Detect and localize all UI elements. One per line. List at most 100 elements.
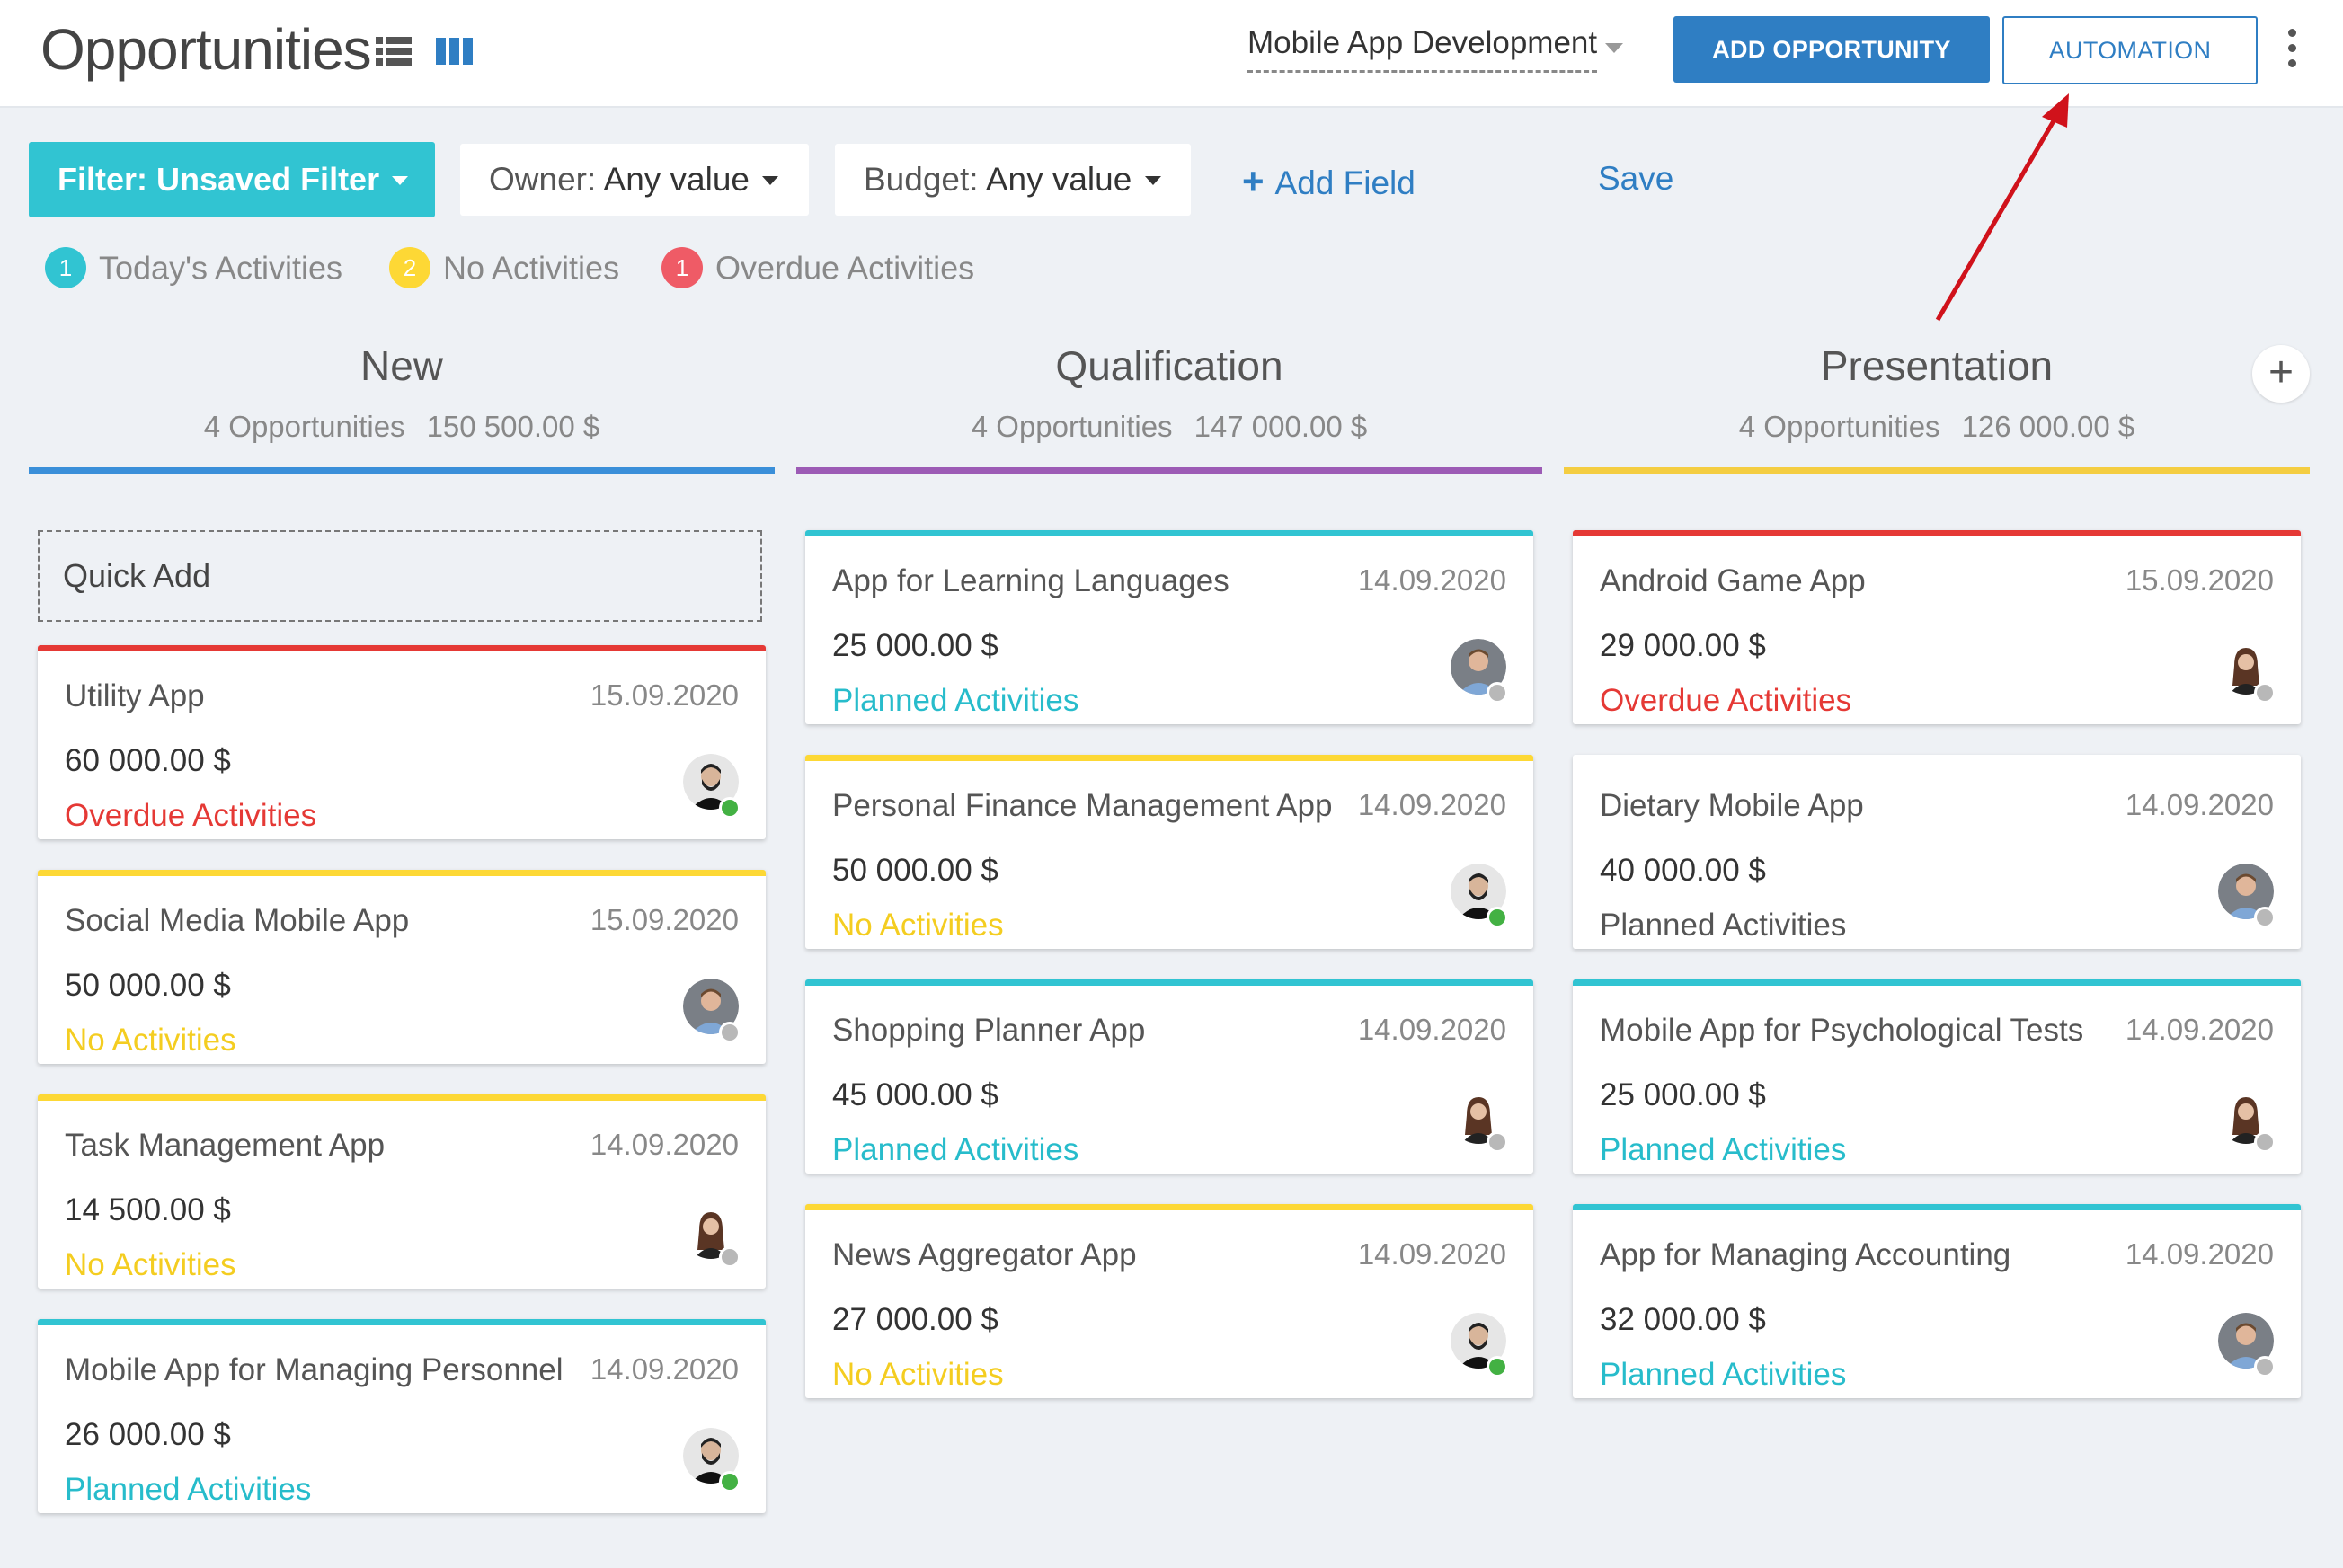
legend-no-activities[interactable]: 2 No Activities: [389, 247, 620, 289]
opportunity-card[interactable]: Personal Finance Management App 14.09.20…: [805, 755, 1533, 949]
stage-total: 147 000.00 $: [1194, 410, 1368, 443]
man-shirt-avatar[interactable]: [2218, 1313, 2274, 1369]
offline-status-indicator: [2254, 1131, 2276, 1153]
card-activity-status: Planned Activities: [832, 1132, 1079, 1167]
legend-label: No Activities: [443, 249, 620, 287]
card-activity-status: Planned Activities: [1600, 908, 1847, 943]
card-amount: 26 000.00 $: [65, 1417, 231, 1452]
card-date: 14.09.2020: [590, 1128, 739, 1161]
woman-avatar[interactable]: [2218, 1088, 2274, 1144]
card-title: Personal Finance Management App: [832, 788, 1333, 823]
card-activity-status: No Activities: [832, 908, 1004, 943]
card-amount: 29 000.00 $: [1600, 628, 1766, 663]
add-field-link[interactable]: + Add Field: [1242, 160, 1416, 203]
top-bar: Opportunities Mobile App Development ADD…: [0, 0, 2343, 108]
card-date: 14.09.2020: [2125, 1013, 2274, 1046]
opportunity-card[interactable]: Mobile App for Managing Personnel 14.09.…: [38, 1319, 766, 1513]
stage-header-presentation: Presentation 4 Opportunities 126 000.00 $: [1564, 341, 2310, 444]
card-amount: 27 000.00 $: [832, 1302, 998, 1337]
add-field-label: Add Field: [1274, 164, 1416, 201]
add-stage-plus-icon[interactable]: +: [2252, 345, 2310, 403]
card-title: News Aggregator App: [832, 1237, 1137, 1272]
save-filter-link[interactable]: Save: [1598, 160, 1674, 197]
card-activity-status: Overdue Activities: [1600, 683, 1852, 718]
card-activity-status: No Activities: [65, 1023, 236, 1058]
offline-status-indicator: [1487, 1131, 1508, 1153]
legend-count-badge: 2: [389, 247, 430, 289]
stage-count: 4 Opportunities: [203, 410, 405, 443]
automation-button[interactable]: AUTOMATION: [2002, 16, 2258, 84]
offline-status-indicator: [719, 1246, 741, 1268]
stage-title: New: [359, 342, 444, 389]
quick-add-field[interactable]: Quick Add: [38, 530, 762, 622]
opportunity-card[interactable]: App for Learning Languages 14.09.2020 25…: [805, 530, 1533, 724]
chevron-down-icon[interactable]: [1605, 43, 1623, 53]
offline-status-indicator: [1487, 682, 1508, 704]
card-date: 14.09.2020: [2125, 1237, 2274, 1271]
card-date: 14.09.2020: [590, 1352, 739, 1386]
opportunity-card[interactable]: Task Management App 14.09.2020 14 500.00…: [38, 1094, 766, 1289]
opportunity-card[interactable]: Utility App 15.09.2020 60 000.00 $ Overd…: [38, 645, 766, 839]
stage-count: 4 Opportunities: [971, 410, 1173, 443]
card-title: App for Managing Accounting: [1600, 1237, 2011, 1272]
plus-icon: +: [1242, 160, 1265, 202]
filter-dropdown-button[interactable]: Filter: Unsaved Filter: [29, 142, 435, 217]
card-amount: 25 000.00 $: [1600, 1077, 1766, 1112]
add-opportunity-button[interactable]: ADD OPPORTUNITY: [1673, 16, 1990, 83]
owner-filter[interactable]: Owner: Any value: [460, 144, 809, 216]
card-amount: 50 000.00 $: [832, 853, 998, 888]
online-status-indicator: [719, 1471, 741, 1493]
card-title: Mobile App for Managing Personnel: [65, 1352, 564, 1387]
page-title: Opportunities: [40, 17, 372, 82]
card-date: 15.09.2020: [590, 678, 739, 712]
man-shirt-avatar[interactable]: [1451, 639, 1506, 695]
stage-color-bar: [1564, 467, 2310, 474]
annotation-arrow: [1935, 93, 2069, 322]
caret-down-icon: [762, 176, 778, 185]
card-amount: 14 500.00 $: [65, 1192, 231, 1227]
card-title: Task Management App: [65, 1128, 386, 1163]
card-title: App for Learning Languages: [832, 563, 1229, 598]
stage-color-bar: [796, 467, 1542, 474]
card-date: 14.09.2020: [1357, 563, 1506, 597]
opportunity-card[interactable]: News Aggregator App 14.09.2020 27 000.00…: [805, 1204, 1533, 1398]
card-activity-status: Planned Activities: [1600, 1132, 1847, 1167]
card-activity-status: Planned Activities: [65, 1472, 312, 1507]
board-view-icon[interactable]: [436, 34, 474, 68]
card-activity-status: Overdue Activities: [65, 798, 317, 833]
woman-avatar[interactable]: [1451, 1088, 1506, 1144]
stage-title: Presentation: [1820, 342, 2054, 389]
pipeline-selector[interactable]: Mobile App Development: [1247, 25, 1598, 73]
stage-total: 126 000.00 $: [1961, 410, 2135, 443]
opportunity-card[interactable]: Dietary Mobile App 14.09.2020 40 000.00 …: [1573, 755, 2301, 949]
stage-color-bar: [29, 467, 775, 474]
caret-down-icon: [1145, 176, 1161, 185]
stage-title: Qualification: [1055, 342, 1283, 389]
card-title: Shopping Planner App: [832, 1013, 1146, 1048]
card-amount: 25 000.00 $: [832, 628, 998, 663]
owner-filter-value: Any value: [603, 161, 750, 198]
legend-todays-activities[interactable]: 1 Today's Activities: [45, 247, 342, 289]
card-title: Utility App: [65, 678, 205, 713]
opportunity-card[interactable]: Social Media Mobile App 15.09.2020 50 00…: [38, 870, 766, 1064]
list-view-icon[interactable]: [376, 34, 413, 68]
opportunity-card[interactable]: App for Managing Accounting 14.09.2020 3…: [1573, 1204, 2301, 1398]
legend-overdue-activities[interactable]: 1 Overdue Activities: [661, 247, 974, 289]
offline-status-indicator: [2254, 907, 2276, 928]
card-activity-status: No Activities: [832, 1357, 1004, 1392]
opportunity-card[interactable]: Shopping Planner App 14.09.2020 45 000.0…: [805, 979, 1533, 1174]
card-amount: 60 000.00 $: [65, 743, 231, 778]
budget-filter-label: Budget:: [864, 161, 979, 198]
legend-count-badge: 1: [661, 247, 703, 289]
stage-header-qualification: Qualification 4 Opportunities 147 000.00 …: [796, 341, 1542, 444]
opportunity-card[interactable]: Android Game App 15.09.2020 29 000.00 $ …: [1573, 530, 2301, 724]
stage-header-new: New 4 Opportunities 150 500.00 $: [29, 341, 775, 444]
offline-status-indicator: [2254, 1356, 2276, 1378]
card-activity-status: Planned Activities: [832, 683, 1079, 718]
card-amount: 32 000.00 $: [1600, 1302, 1766, 1337]
budget-filter[interactable]: Budget: Any value: [835, 144, 1191, 216]
card-activity-status: No Activities: [65, 1247, 236, 1282]
opportunity-card[interactable]: Mobile App for Psychological Tests 14.09…: [1573, 979, 2301, 1174]
more-options-icon[interactable]: [2285, 29, 2298, 74]
card-date: 15.09.2020: [2125, 563, 2274, 597]
